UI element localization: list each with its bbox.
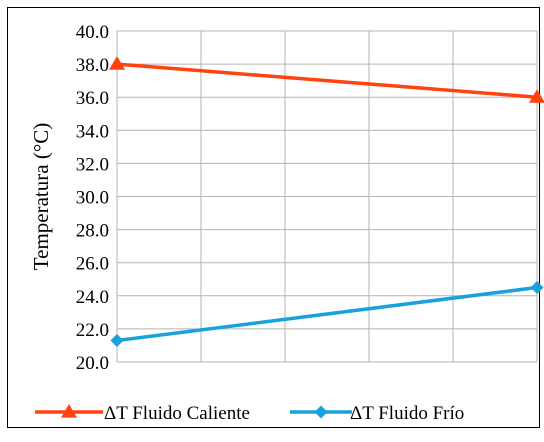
series-fluido-frio (110, 281, 544, 347)
y-tick-label: 20.0 (76, 353, 109, 374)
y-tick-label: 24.0 (76, 287, 109, 308)
legend-label: ΔT Fluido Frío (350, 403, 464, 424)
legend-item: ΔT Fluido Frío (290, 403, 464, 424)
y-tick-label: 30.0 (76, 188, 109, 209)
series-line (116, 62, 538, 99)
grid-lines (116, 30, 538, 363)
y-tick-label: 40.0 (76, 22, 109, 43)
triangle-marker (529, 89, 544, 103)
series-fluido-caliente (109, 56, 544, 103)
series-group (109, 56, 544, 347)
y-tick-label: 36.0 (76, 88, 109, 109)
legend-item: ΔT Fluido Caliente (35, 403, 250, 424)
y-tick-label: 32.0 (76, 154, 109, 175)
legend: ΔT Fluido Caliente ΔT Fluido Frío (35, 403, 464, 424)
series-line (116, 285, 538, 343)
legend-label: ΔT Fluido Caliente (104, 403, 250, 424)
y-axis-title: Temperatura (°C) (29, 123, 53, 270)
diamond-marker (530, 281, 544, 295)
y-tick-label: 28.0 (76, 221, 109, 242)
diamond-marker (110, 333, 124, 347)
y-tick-label: 34.0 (76, 121, 109, 142)
y-axis-ticks: 20.0 22.0 24.0 26.0 28.0 30.0 32.0 34.0 36.0 38.0… (76, 22, 109, 374)
y-tick-label: 22.0 (76, 320, 109, 341)
triangle-marker (61, 404, 77, 418)
triangle-marker (109, 56, 125, 70)
diamond-marker (314, 405, 328, 419)
y-tick-label: 26.0 (76, 254, 109, 275)
y-tick-label: 38.0 (76, 55, 109, 76)
